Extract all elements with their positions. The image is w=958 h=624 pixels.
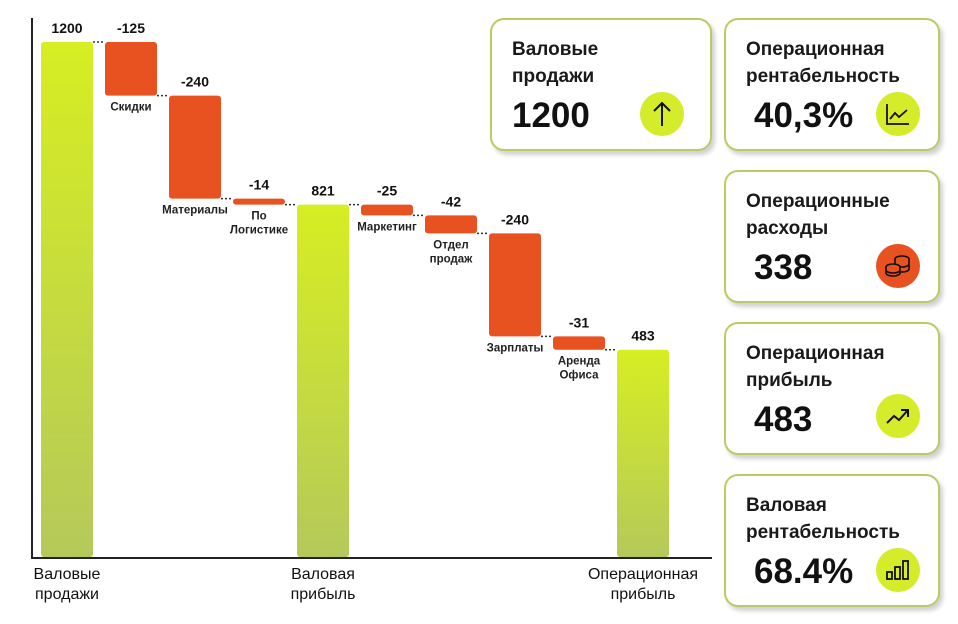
category-label: По Логистике: [230, 211, 288, 237]
bar-8: [489, 233, 541, 337]
data-label: 1200: [51, 20, 82, 36]
category-label: Зарплаты: [487, 342, 544, 354]
category-label: Отдел продаж: [430, 239, 474, 265]
arrow-up-icon: [640, 92, 684, 136]
bar-7: [425, 215, 477, 234]
bar-4: [233, 198, 285, 205]
card-operating-expenses: Операционные расходы 338: [724, 170, 940, 303]
data-label: -25: [377, 183, 397, 199]
card-operating-profit: Операционная прибыль 483: [724, 322, 940, 455]
category-label: Операционная прибыль: [588, 566, 698, 603]
bar-1: [41, 42, 93, 557]
data-label: -14: [249, 177, 269, 193]
bar-2: [105, 42, 157, 96]
data-label: -42: [441, 193, 461, 209]
card-title: Операционная прибыль: [746, 343, 885, 391]
trending-up-icon: [876, 394, 920, 438]
category-label: Валовые продажи: [34, 566, 101, 603]
card-gross-margin: Валовая рентабельность 68.4%: [724, 474, 940, 607]
bar-9: [553, 336, 605, 350]
card-title: Операционная рентабельность: [746, 39, 900, 87]
data-label: 821: [311, 183, 335, 199]
bar-chart-icon: [876, 548, 920, 592]
bar-5: [297, 204, 349, 557]
card-value: 483: [754, 400, 813, 439]
card-value: 338: [754, 248, 813, 287]
card-value: 68.4%: [754, 552, 854, 591]
category-label: Скидки: [110, 102, 151, 114]
card-value: 40,3%: [754, 96, 854, 135]
data-label: -31: [569, 314, 589, 330]
card-title: Валовые продажи: [512, 39, 599, 87]
category-label: Маркетинг: [357, 221, 417, 233]
card-title: Валовая рентабельность: [746, 495, 900, 543]
coins-icon: [876, 244, 920, 288]
category-label: Материалы: [162, 205, 228, 217]
category-label: Валовая прибыль: [291, 566, 356, 603]
line-chart-icon: [876, 92, 920, 136]
data-label: 483: [631, 328, 655, 344]
card-value: 1200: [512, 96, 590, 135]
bar-3: [169, 95, 221, 199]
bar-10: [617, 349, 669, 557]
waterfall-chart: 1200 Валовые продажи -125 Скидки -240 Материал…: [31, 18, 712, 603]
data-label: -240: [181, 74, 209, 90]
category-label: Аренда Офиса: [558, 356, 601, 382]
card-title: Операционные расходы: [746, 191, 890, 239]
data-label: -125: [117, 20, 145, 36]
data-label: -240: [501, 211, 529, 227]
card-gross-sales: Валовые продажи 1200: [490, 18, 712, 151]
card-operating-margin: Операционная рентабельность 40,3%: [724, 18, 940, 151]
bar-6: [361, 204, 413, 216]
